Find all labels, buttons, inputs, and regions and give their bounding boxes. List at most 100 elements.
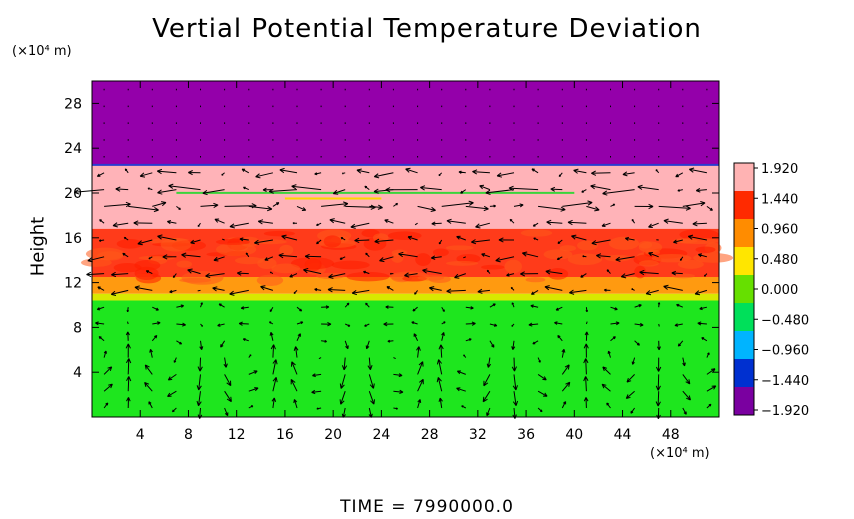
- wind-arrow: [417, 361, 424, 375]
- wind-arrow: [558, 172, 563, 178]
- field-texture: [638, 241, 663, 253]
- wind-arrow: [697, 253, 708, 258]
- wind-arrow: [634, 203, 654, 210]
- wind-arrow: [167, 390, 177, 397]
- colorbar-swatch: [734, 163, 754, 192]
- colorbar-label: 1.920: [761, 162, 798, 177]
- wind-arrow: [512, 391, 519, 406]
- wind-arrow: [95, 321, 105, 326]
- wind-arrow: [278, 253, 298, 259]
- wind-arrow: [254, 239, 273, 245]
- wind-arrow: [495, 256, 515, 263]
- wind-arrow: [200, 302, 203, 308]
- wind-arrow: [530, 289, 539, 295]
- wind-arrow: [176, 206, 181, 210]
- wind-arrow: [128, 205, 159, 213]
- wind-arrow: [341, 357, 348, 371]
- wind-arrow: [465, 205, 489, 212]
- wind-arrow: [637, 184, 659, 191]
- wind-arrow: [169, 289, 177, 294]
- wind-arrow: [663, 284, 683, 291]
- wind-arrow: [205, 272, 225, 279]
- colorbar-label: 0.960: [761, 223, 798, 238]
- wind-arrow: [706, 403, 712, 409]
- wind-arrow: [148, 256, 153, 260]
- wind-arrow: [513, 203, 524, 208]
- field-texture: [481, 264, 505, 270]
- wind-arrow: [483, 374, 491, 387]
- wind-arrow: [279, 167, 298, 174]
- wind-arrow: [373, 172, 394, 179]
- field-streak-yellow: [284, 197, 382, 200]
- wind-arrow: [329, 218, 346, 224]
- wind-arrow: [645, 289, 659, 296]
- wind-arrow: [383, 321, 394, 327]
- wind-arrow: [171, 407, 177, 413]
- wind-arrow: [176, 340, 183, 345]
- wind-arrow: [293, 290, 298, 294]
- wind-arrow: [269, 271, 274, 275]
- wind-arrow: [417, 205, 436, 212]
- wind-arrow: [296, 205, 307, 211]
- wind-arrow: [530, 304, 539, 308]
- wind-arrow: [260, 285, 274, 291]
- wind-arrow: [414, 222, 418, 226]
- wind-arrow: [506, 273, 515, 277]
- wind-arrow: [387, 339, 394, 343]
- x-tick-label: 4: [136, 427, 145, 443]
- wind-arrow: [369, 204, 383, 210]
- wind-arrow: [477, 288, 490, 294]
- wind-arrow: [393, 407, 398, 410]
- wind-arrow: [561, 401, 567, 409]
- field-texture: [695, 246, 716, 253]
- wind-arrow: [97, 286, 105, 291]
- wind-arrow: [241, 168, 250, 174]
- wind-arrow: [248, 387, 259, 392]
- y-tick-label: 20: [64, 186, 82, 202]
- wind-arrow: [663, 218, 683, 224]
- wind-arrow: [173, 357, 177, 363]
- wind-arrow: [441, 332, 445, 341]
- wind-arrow: [610, 321, 620, 326]
- field-texture: [253, 239, 287, 245]
- wind-arrow: [327, 287, 346, 293]
- x-tick-label: 32: [469, 427, 487, 443]
- wind-arrow: [584, 331, 589, 341]
- wind-arrow: [456, 387, 466, 392]
- wind-arrow: [416, 346, 421, 358]
- wind-arrow: [601, 222, 611, 227]
- wind-arrow: [631, 288, 635, 291]
- wind-arrow: [481, 253, 491, 258]
- wind-arrow: [479, 184, 491, 191]
- wind-arrow: [626, 374, 635, 383]
- wind-arrow: [436, 359, 443, 375]
- wind-arrow: [151, 334, 158, 342]
- wind-arrow: [538, 205, 566, 212]
- wind-arrow: [475, 222, 491, 229]
- wind-arrow: [344, 302, 350, 308]
- field-texture: [263, 230, 295, 237]
- wind-arrow: [112, 222, 129, 228]
- wind-arrow: [412, 306, 418, 312]
- wind-arrow: [414, 290, 418, 295]
- wind-arrow: [385, 305, 394, 309]
- wind-arrow: [511, 302, 515, 308]
- wind-arrow: [124, 168, 129, 174]
- wind-arrow: [213, 256, 225, 262]
- wind-arrow: [393, 202, 399, 207]
- wind-arrow: [197, 357, 203, 372]
- wind-arrow: [96, 172, 105, 177]
- wind-arrow: [202, 189, 225, 196]
- wind-arrow: [537, 390, 548, 397]
- wind-arrow: [364, 323, 370, 327]
- field-texture: [677, 259, 704, 269]
- wind-arrow: [316, 222, 322, 226]
- wind-arrow: [596, 253, 611, 259]
- wind-arrow: [692, 221, 707, 227]
- chart-title: Vertial Potential Temperature Deviation: [152, 14, 702, 44]
- wind-arrow: [212, 286, 225, 292]
- wind-arrow: [339, 391, 346, 405]
- wind-arrow: [695, 187, 707, 193]
- wind-arrow: [615, 256, 635, 262]
- wind-arrow: [655, 374, 661, 391]
